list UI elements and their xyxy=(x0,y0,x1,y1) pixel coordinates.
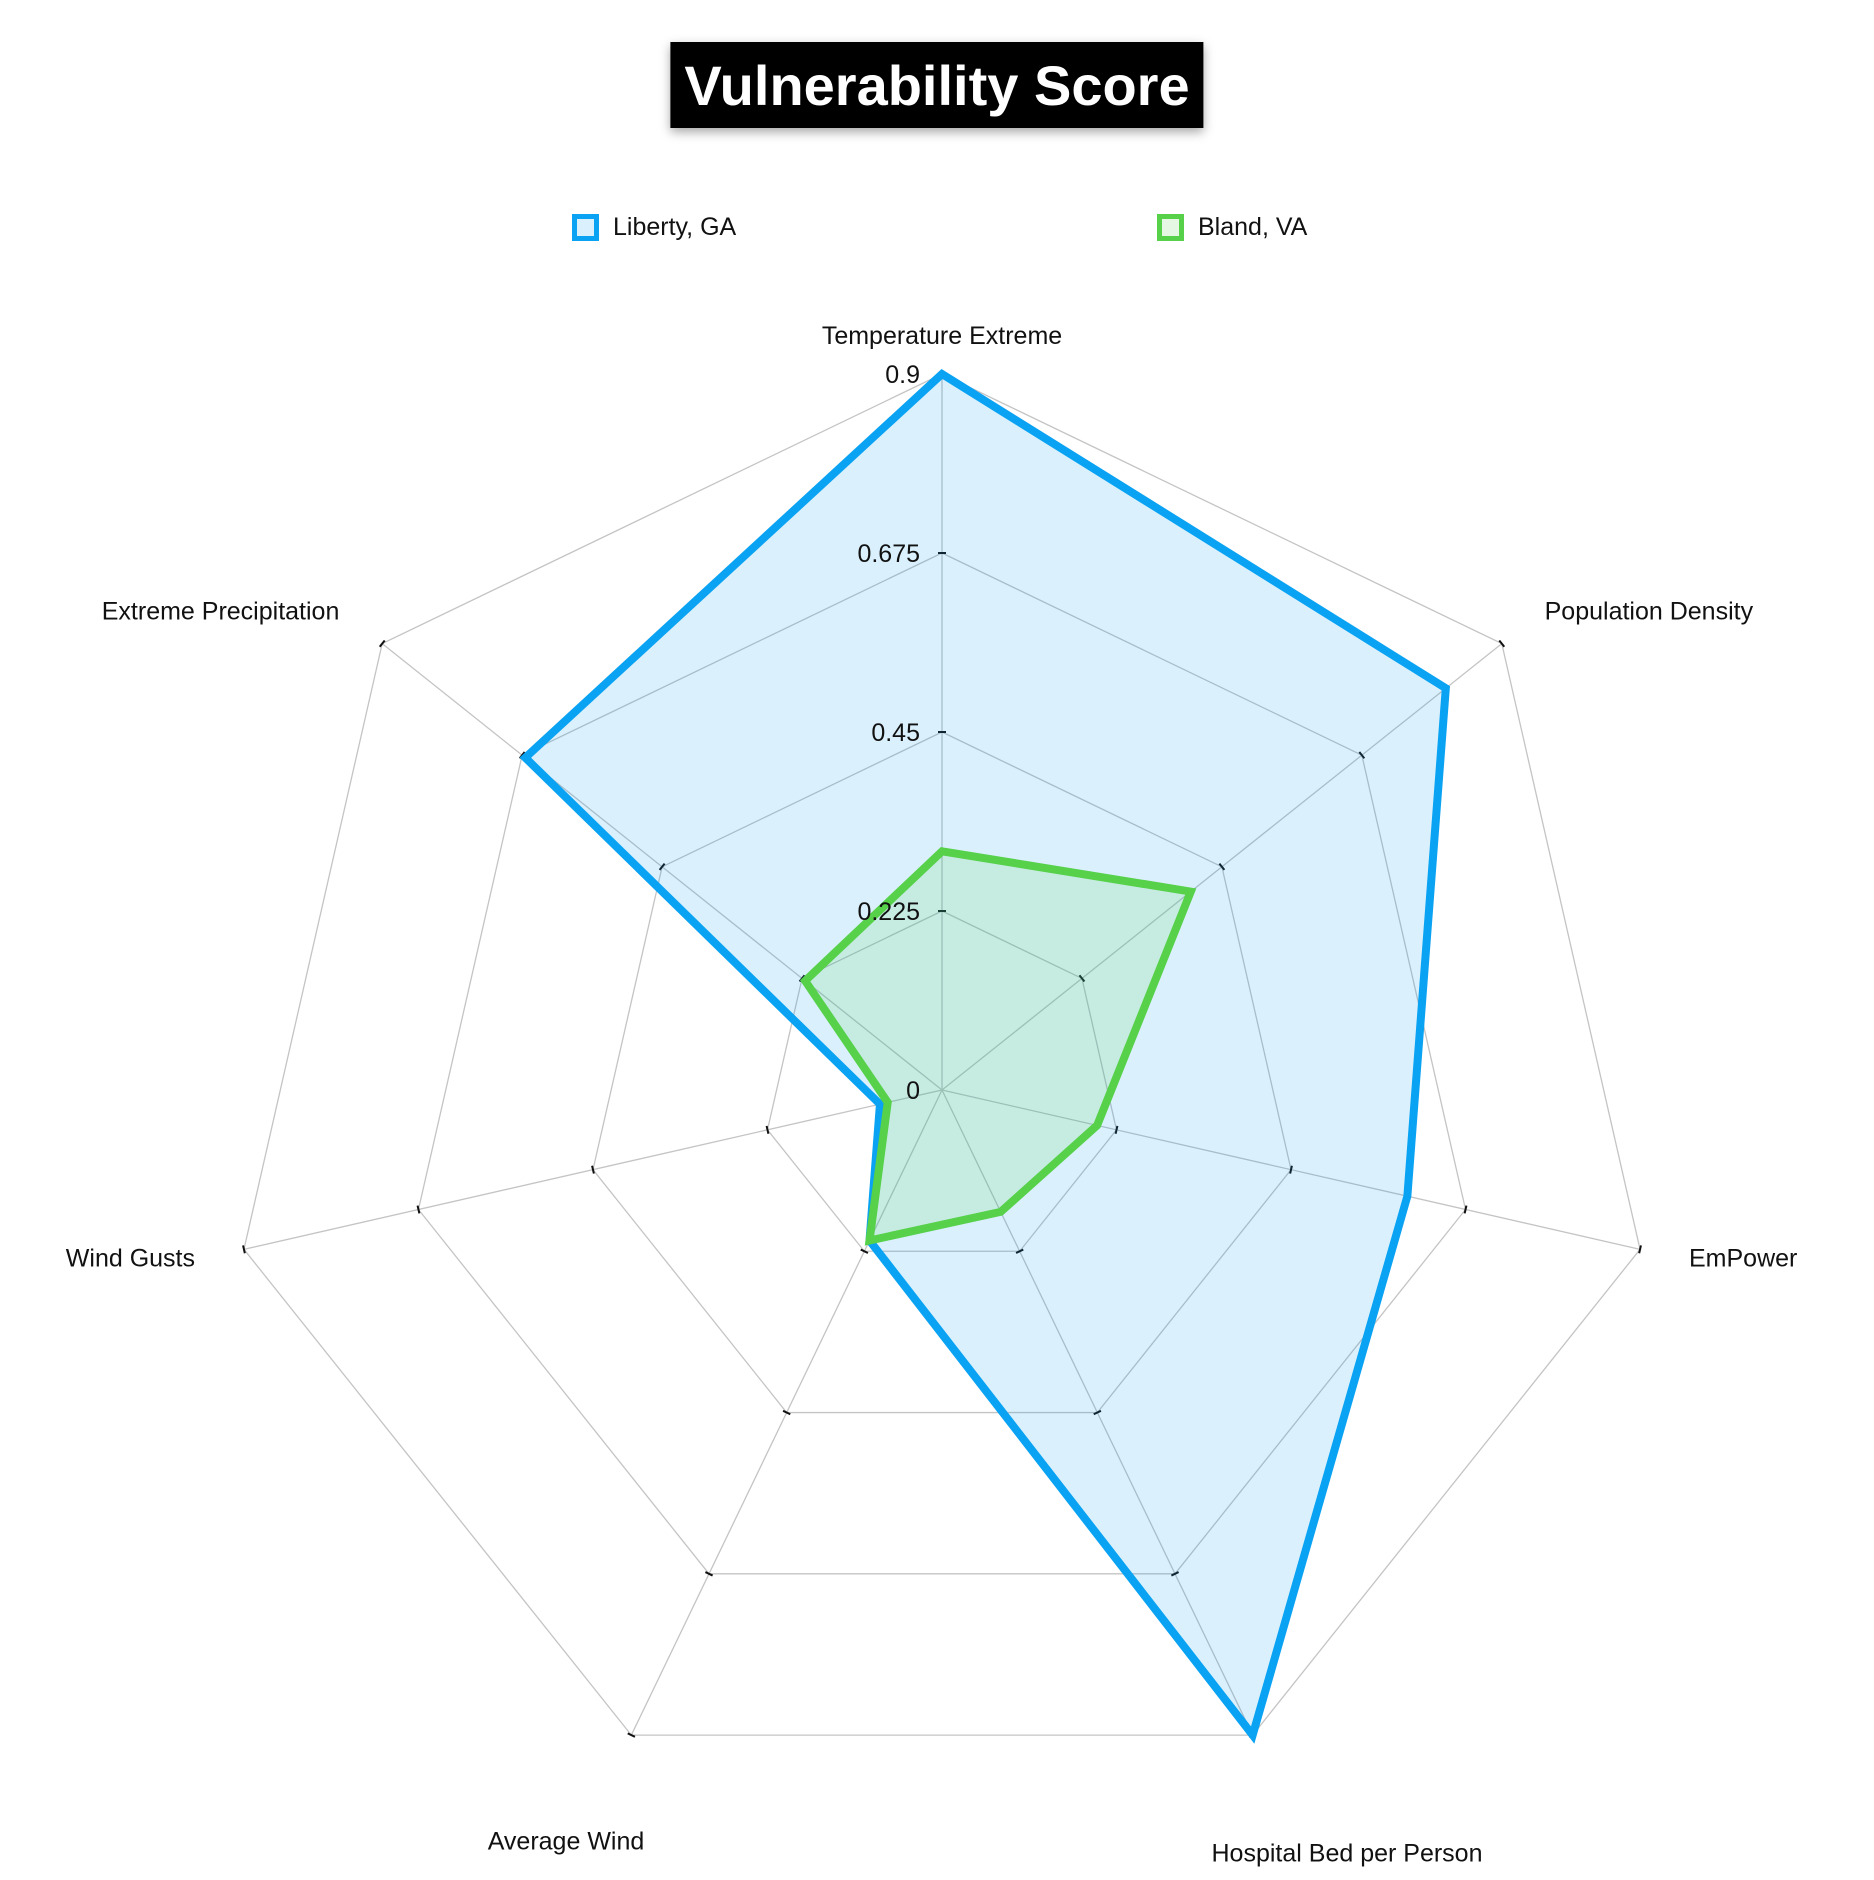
radar-axis-labels: Temperature Extreme Population Density EmP… xyxy=(66,322,1798,1868)
tick-mark-6-4 xyxy=(378,639,386,648)
tick-mark-5-4 xyxy=(242,1245,246,1254)
legend: Liberty, GA Bland, VA xyxy=(0,213,1874,253)
tick-mark-5-1 xyxy=(765,1125,770,1134)
tick-mark-5-2 xyxy=(591,1165,595,1174)
tick-label-2: 0.45 xyxy=(871,719,920,747)
legend-item-liberty[interactable]: Liberty, GA xyxy=(572,213,736,242)
tick-mark-4-4 xyxy=(627,1732,636,1738)
axis-label-wind-gusts: Wind Gusts xyxy=(66,1245,195,1273)
tick-mark-3-2 xyxy=(1093,1409,1102,1416)
tick-mark-5-3 xyxy=(416,1205,421,1214)
tick-label-0: 0 xyxy=(906,1077,920,1105)
axis-label-average-wind: Average Wind xyxy=(488,1828,645,1856)
radar-series xyxy=(519,368,1450,1744)
axis-label-hospital-bed-per-person: Hospital Bed per Person xyxy=(1212,1840,1483,1868)
legend-label-liberty: Liberty, GA xyxy=(613,213,737,241)
series-bland-va xyxy=(799,847,1197,1246)
tick-mark-1-1 xyxy=(1078,974,1086,983)
axis-label-temperature-extreme: Temperature Extreme xyxy=(822,322,1062,350)
tick-mark-2-1 xyxy=(1114,1125,1119,1134)
tick-mark-4-3 xyxy=(704,1571,714,1577)
tick-label-1: 0.225 xyxy=(857,898,920,926)
grid-ring-1 xyxy=(766,910,1118,1252)
legend-swatch-bland xyxy=(1157,214,1184,241)
series-liberty-ga xyxy=(519,368,1450,1744)
radar-grid xyxy=(242,373,1642,1738)
tick-mark-4-1 xyxy=(860,1248,869,1254)
legend-label-bland: Bland, VA xyxy=(1198,213,1308,241)
tick-label-4: 0.9 xyxy=(885,361,920,389)
legend-swatch-liberty xyxy=(572,214,599,241)
axis-label-empower: EmPower xyxy=(1689,1245,1797,1273)
grid-ring-4 xyxy=(243,373,1641,1736)
radar-tick-labels: 0 0.225 0.45 0.675 0.9 xyxy=(857,361,920,1105)
tick-mark-2-2 xyxy=(1289,1165,1293,1174)
axis-label-extreme-precipitation: Extreme Precipitation xyxy=(102,597,340,625)
tick-label-3: 0.675 xyxy=(857,540,920,568)
chart-title: Vulnerability Score xyxy=(670,42,1204,128)
legend-item-bland[interactable]: Bland, VA xyxy=(1157,213,1307,242)
tick-mark-6-2 xyxy=(658,863,666,871)
tick-mark-3-1 xyxy=(1015,1248,1024,1254)
axis-label-population-density: Population Density xyxy=(1545,597,1754,625)
tick-mark-3-3 xyxy=(1170,1571,1180,1577)
grid-ring-3 xyxy=(417,552,1467,1575)
grid-ring-2 xyxy=(592,731,1292,1414)
tick-mark-2-4 xyxy=(1638,1245,1642,1254)
tick-mark-2-3 xyxy=(1463,1205,1468,1214)
tick-mark-1-3 xyxy=(1358,751,1366,759)
tick-mark-1-2 xyxy=(1218,863,1226,871)
tick-mark-1-4 xyxy=(1498,639,1506,648)
tick-mark-4-2 xyxy=(782,1409,791,1416)
